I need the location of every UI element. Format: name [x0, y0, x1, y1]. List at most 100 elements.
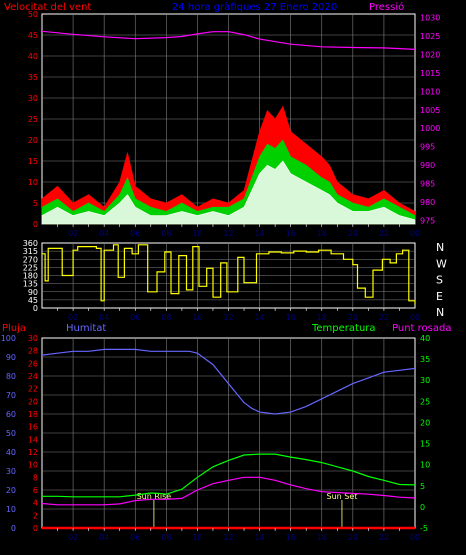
y-tick-label-rain: 8 — [33, 473, 38, 482]
atmos-axes: 02 04 06 08 10 12 14 16 18 20 22 000102030405060708… — [1, 334, 430, 542]
y-tick-label-rain: 6 — [33, 486, 38, 495]
x-tick-label: 14 — [254, 313, 264, 322]
x-tick-label: 18 — [317, 533, 327, 542]
y-tick-label-wind: 45 — [28, 31, 38, 40]
sun-marker-label: Sun Set — [327, 492, 358, 501]
y-tick-label-pressure: 980 — [420, 198, 435, 207]
pressure-label: Pressió — [369, 1, 404, 13]
atmos-grid — [42, 338, 415, 528]
x-tick-label: 20 — [348, 533, 358, 542]
y-tick-label-humidity: 0 — [11, 524, 16, 533]
y-tick-label-wind: 25 — [28, 115, 38, 124]
x-tick-label: 04 — [99, 313, 109, 322]
y-tick-label-direction: 270 — [23, 255, 38, 264]
y-tick-label-humidity: 80 — [6, 372, 16, 381]
x-tick-label: 16 — [286, 229, 296, 238]
y-tick-label-wind: 40 — [28, 52, 38, 61]
y-tick-label-rain: 30 — [28, 334, 38, 343]
series-dew-point — [41, 476, 416, 506]
y-tick-label-pressure: 1025 — [420, 32, 440, 41]
y-tick-label-temperature: -5 — [420, 524, 428, 533]
y-tick-label-humidity: 90 — [6, 353, 16, 362]
y-tick-label-rain: 2 — [33, 511, 38, 520]
y-tick-label-temperature: 5 — [420, 482, 425, 491]
y-tick-label-pressure: 1005 — [420, 106, 440, 115]
x-tick-label: 00 — [410, 313, 420, 322]
y-tick-label-temperature: 25 — [420, 397, 430, 406]
x-tick-label: 22 — [379, 229, 389, 238]
y-tick-label-temperature: 30 — [420, 376, 430, 385]
y-tick-label-rain: 20 — [28, 397, 38, 406]
y-tick-label-rain: 12 — [28, 448, 38, 457]
y-tick-label-wind: 10 — [28, 178, 38, 187]
x-tick-label: 22 — [379, 533, 389, 542]
x-tick-label: 10 — [192, 533, 202, 542]
x-tick-label: 18 — [317, 229, 327, 238]
y-tick-label-direction: 180 — [23, 272, 38, 281]
dew-point-label: Punt rosada — [392, 323, 451, 334]
y-tick-label-temperature: 15 — [420, 440, 430, 449]
y-tick-label-temperature: 40 — [420, 334, 430, 343]
sun-marker-label: Sun Rise — [137, 492, 172, 501]
y-tick-label-temperature: 10 — [420, 461, 430, 470]
series-pressure — [41, 30, 416, 50]
series-temperature — [42, 453, 416, 498]
x-tick-label: 00 — [410, 229, 420, 238]
y-tick-label-direction: 45 — [28, 296, 38, 305]
rain-label: Pluja — [2, 323, 26, 334]
y-tick-label-humidity: 20 — [6, 486, 16, 495]
x-tick-label: 02 — [68, 533, 78, 542]
y-tick-label-pressure: 1020 — [420, 51, 440, 60]
direction-axes: 02 04 06 08 10 12 14 16 18 20 22 000459013518022527… — [23, 239, 447, 322]
y-tick-label-wind: 5 — [33, 199, 38, 208]
y-tick-label-pressure: 975 — [420, 216, 435, 225]
y-tick-label-temperature: 20 — [420, 418, 430, 427]
y-tick-label-wind: 20 — [28, 136, 38, 145]
y-tick-label-wind: 15 — [28, 157, 38, 166]
humidity-label: Humitat — [66, 323, 106, 334]
y-tick-label-humidity: 60 — [6, 410, 16, 419]
y-tick-label-direction: 135 — [23, 280, 38, 289]
y-tick-label-wind: 35 — [28, 73, 38, 82]
y-tick-label-humidity: 100 — [1, 334, 16, 343]
x-tick-label: 16 — [286, 533, 296, 542]
wind-axes: 02 04 06 08 10 12 14 16 18 20 22 000510152025303540… — [28, 10, 441, 238]
wind-speed-label: Velocitat del vent — [4, 2, 91, 13]
temperature-label: Temperatura — [311, 323, 376, 334]
y-tick-label-wind: 0 — [33, 220, 38, 229]
x-tick-label: 02 — [68, 313, 78, 322]
wind-plot — [41, 30, 416, 225]
x-tick-label: 20 — [348, 229, 358, 238]
y-tick-label-rain: 14 — [28, 435, 38, 444]
x-tick-label: 14 — [254, 229, 264, 238]
y-tick-label-pressure: 1015 — [420, 69, 440, 78]
y-tick-label-pressure: 990 — [420, 161, 435, 170]
compass-label: S — [436, 274, 443, 287]
compass-label: W — [436, 257, 447, 270]
compass-label: N — [436, 241, 444, 254]
y-tick-label-direction: 0 — [33, 304, 38, 313]
y-tick-label-rain: 28 — [28, 347, 38, 356]
y-tick-label-pressure: 1000 — [420, 124, 440, 133]
compass-label: E — [436, 290, 443, 303]
x-tick-label: 10 — [192, 229, 202, 238]
y-tick-label-humidity: 40 — [6, 448, 16, 457]
x-tick-label: 08 — [161, 313, 171, 322]
series-direction — [42, 244, 416, 305]
x-tick-label: 12 — [223, 313, 233, 322]
y-tick-label-rain: 16 — [28, 423, 38, 432]
y-tick-label-wind: 30 — [28, 94, 38, 103]
x-tick-label: 22 — [379, 313, 389, 322]
x-tick-label: 02 — [68, 229, 78, 238]
compass-label: N — [436, 306, 444, 319]
x-tick-label: 16 — [286, 313, 296, 322]
y-tick-label-rain: 10 — [28, 461, 38, 470]
y-tick-label-wind: 50 — [28, 10, 38, 19]
y-tick-label-pressure: 995 — [420, 143, 435, 152]
x-tick-label: 10 — [192, 313, 202, 322]
y-tick-label-humidity: 70 — [6, 391, 16, 400]
y-tick-label-direction: 360 — [23, 239, 38, 248]
y-tick-label-direction: 90 — [28, 288, 38, 297]
y-tick-label-humidity: 30 — [6, 467, 16, 476]
